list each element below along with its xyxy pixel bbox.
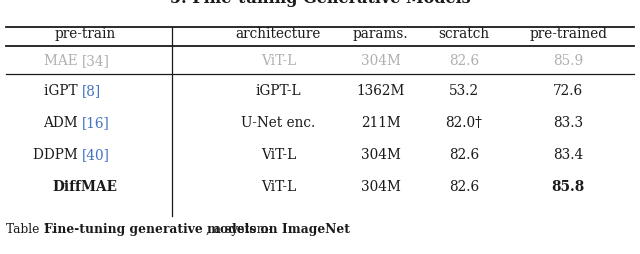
Text: scratch: scratch xyxy=(438,27,490,41)
Text: DDPM: DDPM xyxy=(33,148,82,162)
Text: ViT-L: ViT-L xyxy=(260,180,296,194)
Text: 85.8: 85.8 xyxy=(552,180,585,194)
Text: 5. Fine-tuning Generative Models: 5. Fine-tuning Generative Models xyxy=(170,0,470,7)
Text: 82.6: 82.6 xyxy=(449,180,479,194)
Text: 82.6: 82.6 xyxy=(449,148,479,162)
Text: iGPT-L: iGPT-L xyxy=(255,84,301,99)
Text: MAE: MAE xyxy=(44,54,82,68)
Text: 83.4: 83.4 xyxy=(553,148,584,162)
Text: Table 1.: Table 1. xyxy=(6,223,59,236)
Text: 82.6: 82.6 xyxy=(449,54,479,68)
Text: ViT-L: ViT-L xyxy=(260,148,296,162)
Text: DiffMAE: DiffMAE xyxy=(52,180,118,194)
Text: 304M: 304M xyxy=(361,148,401,162)
Text: 85.9: 85.9 xyxy=(553,54,584,68)
Text: [16]: [16] xyxy=(82,116,109,130)
Text: 304M: 304M xyxy=(361,54,401,68)
Text: U-Net enc.: U-Net enc. xyxy=(241,116,316,130)
Text: 82.0†: 82.0† xyxy=(445,116,483,130)
Text: pre-trained: pre-trained xyxy=(529,27,607,41)
Text: pre-train: pre-train xyxy=(54,27,116,41)
Text: 83.3: 83.3 xyxy=(553,116,584,130)
Text: , a system-: , a system- xyxy=(206,223,273,236)
Text: 1362M: 1362M xyxy=(356,84,405,99)
Text: ViT-L: ViT-L xyxy=(260,54,296,68)
Text: 53.2: 53.2 xyxy=(449,84,479,99)
Text: architecture: architecture xyxy=(236,27,321,41)
Text: params.: params. xyxy=(353,27,408,41)
Text: 211M: 211M xyxy=(361,116,401,130)
Text: ADM: ADM xyxy=(43,116,82,130)
Text: [34]: [34] xyxy=(82,54,110,68)
Text: [8]: [8] xyxy=(82,84,101,99)
Text: [40]: [40] xyxy=(82,148,110,162)
Text: 72.6: 72.6 xyxy=(553,84,584,99)
Text: Fine-tuning generative models on ImageNet: Fine-tuning generative models on ImageNe… xyxy=(44,223,349,236)
Text: iGPT: iGPT xyxy=(44,84,82,99)
Text: 304M: 304M xyxy=(361,180,401,194)
